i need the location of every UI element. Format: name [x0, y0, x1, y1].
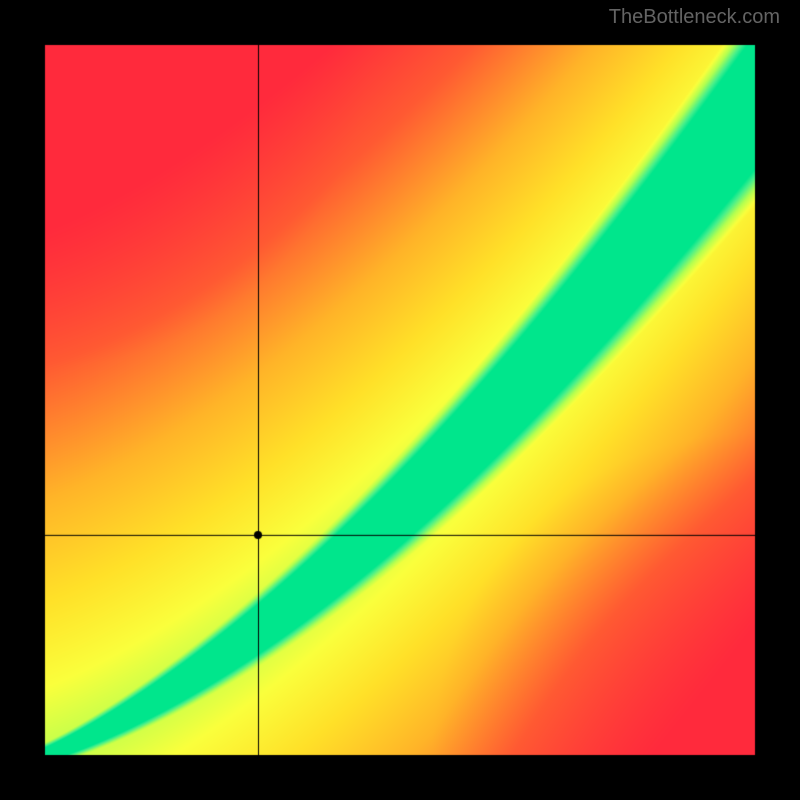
chart-container: TheBottleneck.com [0, 0, 800, 800]
watermark-text: TheBottleneck.com [609, 6, 780, 29]
bottleneck-heatmap [0, 0, 800, 800]
